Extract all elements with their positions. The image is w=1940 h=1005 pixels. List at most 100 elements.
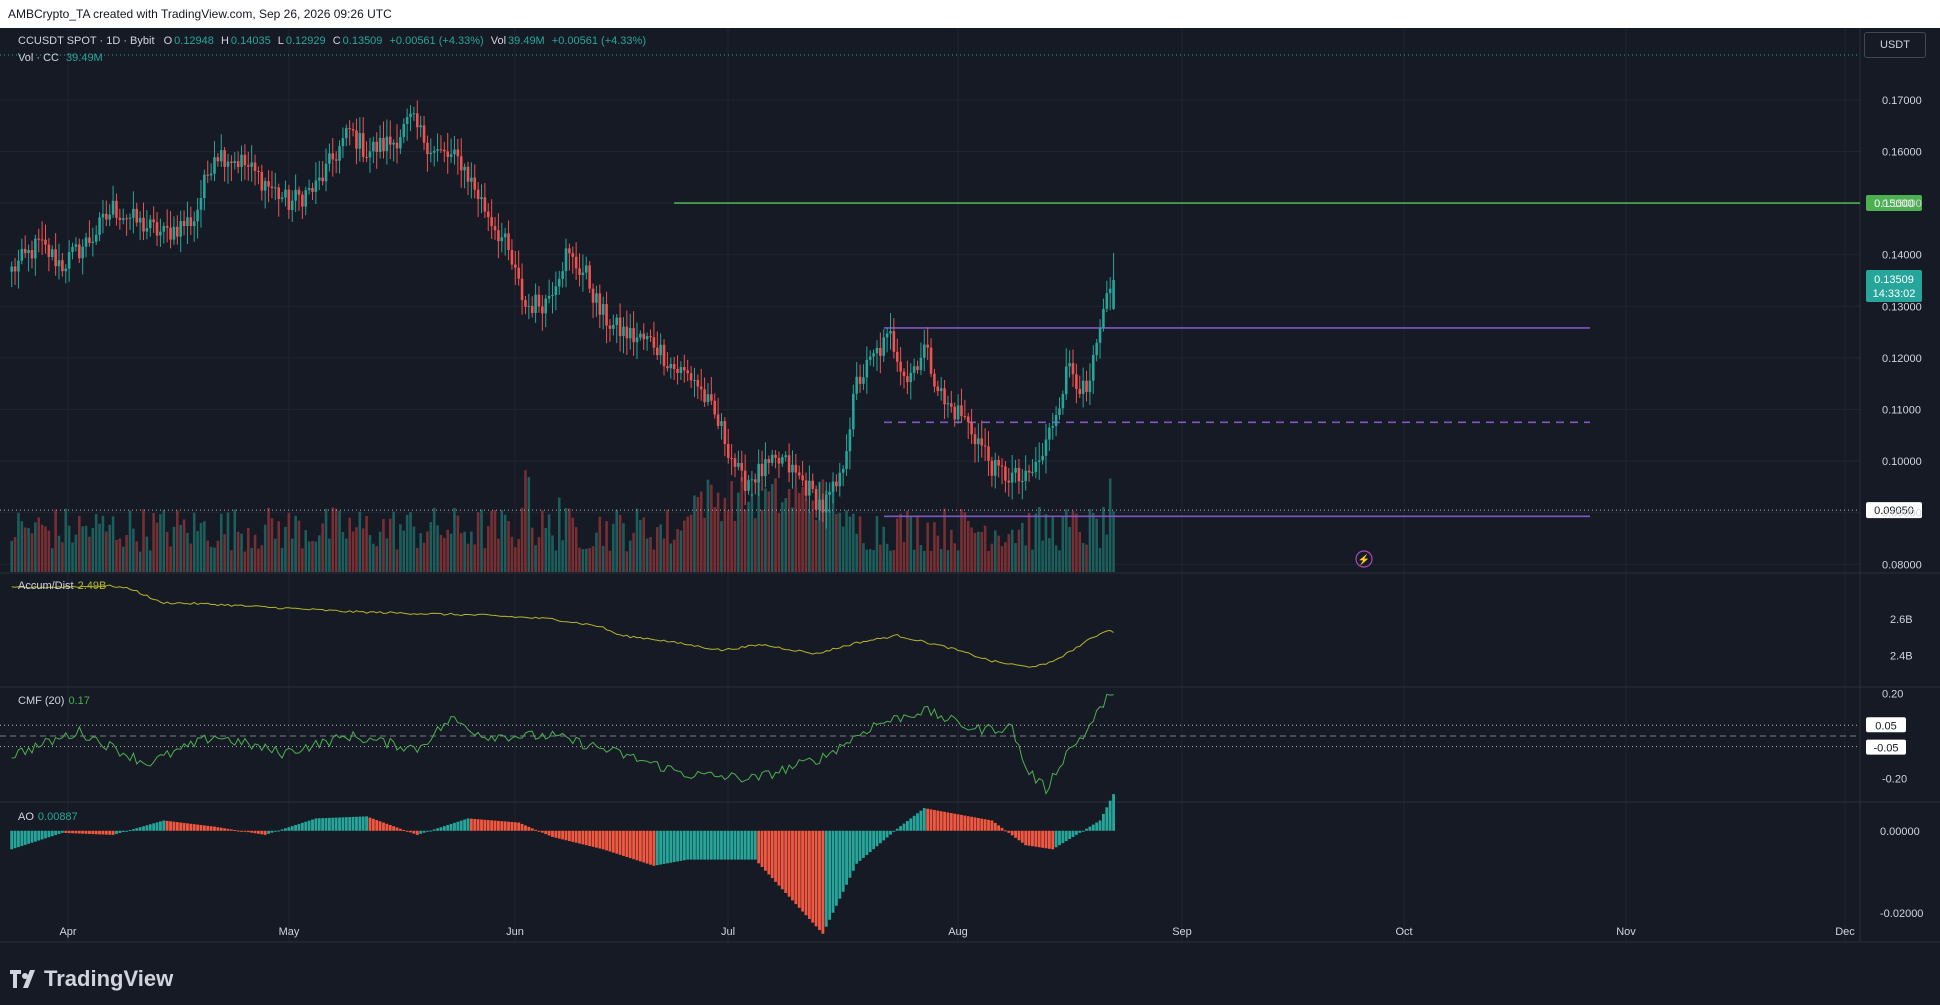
adl-legend-label[interactable]: Accum/Dist	[18, 580, 74, 592]
volume-bar	[1075, 513, 1078, 572]
ao-legend: AO 0.00887	[18, 811, 78, 823]
volume-bar	[328, 538, 331, 572]
tradingview-logo[interactable]: TradingView	[10, 966, 173, 992]
ao-bar	[409, 830, 412, 833]
volume-bar	[476, 512, 480, 572]
ao-bar	[1024, 830, 1028, 846]
volume-bar	[659, 524, 662, 572]
chart-canvas[interactable]: Apr May Jun Jul Aug Sep Oct Nov Dec 0.15000 0.0905…	[0, 28, 1940, 950]
candle-body	[547, 295, 551, 299]
ao-bar	[216, 827, 220, 831]
volume-bar	[909, 516, 913, 572]
candle-body	[872, 353, 875, 357]
candle-body	[561, 271, 564, 279]
volume-bar	[311, 541, 314, 572]
volume-bar	[1031, 549, 1034, 572]
ao-bar	[892, 830, 896, 832]
candle-body	[280, 197, 284, 200]
candle-body	[757, 463, 760, 483]
ao-bar	[358, 816, 362, 831]
volume-bar	[361, 528, 365, 572]
volume-bar	[852, 513, 855, 572]
volume-bar	[581, 549, 585, 572]
ao-bar	[622, 830, 625, 856]
candle-body	[125, 218, 128, 220]
cmf-level-label: 0.05	[1875, 720, 1896, 732]
ao-legend-label[interactable]: AO	[18, 811, 34, 823]
volume-bar	[196, 531, 199, 572]
cmf-legend-label[interactable]: CMF (20)	[18, 695, 65, 707]
volume-legend-label[interactable]: Vol · CC	[18, 52, 59, 64]
volume-bar	[101, 515, 105, 572]
volume-bar	[1108, 478, 1112, 572]
ao-bar	[148, 824, 152, 831]
symbol-title[interactable]: CCUSDT SPOT · 1D · Bybit	[18, 35, 155, 47]
ao-bar	[966, 816, 970, 831]
candle-body	[801, 475, 804, 481]
ao-bar	[1068, 830, 1072, 840]
candle-body	[361, 133, 365, 157]
ao-bar	[64, 830, 68, 833]
candle-body	[828, 491, 831, 495]
candle-body	[645, 336, 649, 340]
ao-bar	[1061, 830, 1065, 844]
candle-body	[247, 165, 250, 167]
volume-bar	[416, 547, 419, 572]
candle-body	[216, 157, 220, 162]
ao-bar	[726, 830, 730, 860]
volume-bar	[699, 491, 703, 572]
ao-bar	[993, 822, 997, 831]
candle-body	[530, 305, 534, 313]
volume-bar	[372, 543, 375, 572]
candle-body	[774, 454, 777, 458]
ao-bar	[831, 830, 835, 913]
ao-bar	[655, 830, 659, 866]
candle-body	[858, 376, 862, 384]
ao-bar	[233, 829, 237, 831]
ao-bar	[875, 830, 879, 847]
volume-bar	[899, 513, 902, 572]
volume-bar	[317, 535, 321, 572]
candle-body	[148, 219, 152, 229]
volume-bar	[980, 531, 984, 572]
candle-body	[1098, 327, 1102, 343]
candle-body	[473, 177, 477, 190]
candle-body	[314, 180, 318, 192]
candle-body	[804, 480, 808, 496]
volume-bar	[47, 530, 51, 572]
candle-body	[750, 479, 754, 481]
ao-bar	[926, 808, 930, 831]
volume-bar	[534, 545, 537, 572]
ao-bar	[199, 825, 203, 831]
ao-bar	[1047, 830, 1051, 849]
candle-body	[902, 371, 906, 377]
candle-body	[919, 357, 923, 371]
ao-bar	[797, 830, 801, 908]
volume-bar	[67, 525, 71, 572]
candle-body	[625, 326, 629, 339]
candle-body	[1064, 366, 1068, 395]
volume-bar	[801, 486, 804, 572]
volume-bar	[666, 509, 669, 572]
volume-bar	[946, 550, 950, 572]
price-tick-label: 0.16000	[1882, 146, 1922, 158]
candle-body	[831, 481, 835, 492]
volume-bar	[503, 514, 507, 572]
candle-body	[662, 344, 666, 367]
candle-body	[399, 137, 402, 149]
ao-bar	[544, 830, 548, 835]
volume-bar	[1000, 546, 1004, 572]
ao-bar	[388, 825, 392, 831]
ao-tick-label: 0.00000	[1880, 826, 1920, 838]
candle-body	[628, 328, 632, 339]
candle-body	[659, 344, 662, 356]
volume-bar	[848, 516, 852, 572]
volume-bar	[963, 512, 967, 572]
volume-bar	[341, 531, 345, 572]
ao-bar	[740, 830, 744, 860]
candle-body	[176, 226, 179, 237]
volume-bar	[966, 520, 970, 572]
currency-button[interactable]: USDT	[1864, 32, 1926, 58]
candle-body	[581, 272, 585, 275]
candle-body	[189, 217, 193, 226]
